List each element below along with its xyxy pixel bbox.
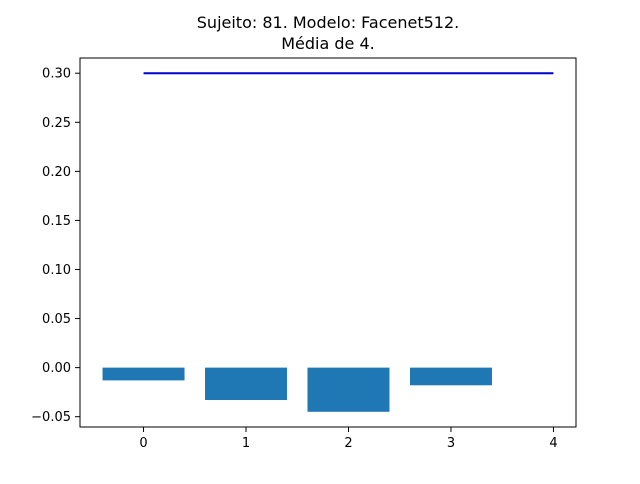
y-tick-label: 0.25 [42, 116, 71, 131]
y-axis: −0.05 0.00 0.05 0.10 0.15 0.20 0.25 0.30 [31, 67, 80, 425]
bar-3 [409, 367, 492, 386]
x-tick-label: 1 [242, 436, 250, 451]
x-tick-label: 3 [447, 436, 455, 451]
y-tick-label: 0.05 [42, 312, 71, 327]
bar-0 [102, 367, 185, 381]
x-tick-label: 0 [139, 436, 147, 451]
bar-1 [205, 367, 288, 401]
chart-subtitle: Média de 4. [281, 34, 375, 53]
y-tick-label: 0.15 [42, 214, 71, 229]
x-tick-label: 2 [344, 436, 352, 451]
x-tick-label: 4 [549, 436, 557, 451]
y-tick-label: −0.05 [31, 410, 71, 425]
chart-title: Sujeito: 81. Modelo: Facenet512. [197, 13, 459, 32]
y-tick-label: 0.30 [42, 67, 71, 82]
y-tick-label: 0.20 [42, 165, 71, 180]
bars-layer [102, 367, 492, 412]
bar-2 [307, 367, 390, 412]
y-tick-label: 0.00 [42, 361, 71, 376]
y-tick-label: 0.10 [42, 263, 71, 278]
plot-frame [79, 57, 577, 428]
x-axis: 0 1 2 3 4 [139, 427, 558, 451]
